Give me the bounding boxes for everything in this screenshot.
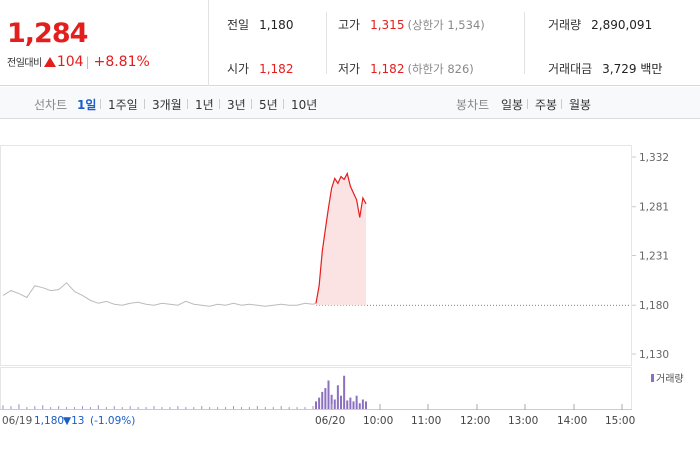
y-tick-label: 1,180: [639, 300, 669, 312]
stat-value: 3,729 백만: [602, 62, 663, 76]
stat-amount: 거래대금 3,729 백만: [548, 60, 662, 77]
stat-prev-close: 전일 1,180: [227, 16, 293, 33]
stat-open: 시가 1,182: [227, 60, 293, 77]
stat-sub: (상한가 1,534): [407, 18, 485, 32]
toolbar-divider: [251, 99, 252, 109]
stat-label: 저가: [338, 62, 361, 76]
weekly-candle-button[interactable]: 주봉: [535, 98, 558, 112]
line-chart-label: 선차트: [34, 98, 68, 112]
monthly-candle-button[interactable]: 월봉: [569, 98, 592, 112]
x-tick-label: 10:00: [363, 415, 393, 427]
stat-volume: 거래량 2,890,091: [548, 16, 652, 33]
prev-day-price-line: [2, 282, 314, 307]
prev-day-date: 06/19: [2, 415, 32, 427]
chart-toolbar: 선차트 1일 1주일 3개월 1년 3년 5년 10년 봉차트 일봉 주봉 월봉: [0, 87, 700, 119]
x-axis-ticks: 06/20 10:00 11:00 12:00 13:00 14:00 15:00: [315, 404, 635, 427]
session-bridge-line: [312, 302, 317, 305]
stats-panel: 전일 1,180 시가 1,182 고가 1,315 (상한가 1,534) 저가 1,1…: [209, 0, 700, 86]
prev-day-change-pct: (-1.09%): [90, 415, 135, 427]
price-box: 1,284 전일대비 104 | +8.81%: [0, 0, 209, 86]
change-divider: |: [85, 55, 90, 69]
stat-label: 전일: [227, 18, 250, 32]
price-chart: 1,332 1,281 1,231 1,180 1,130 06/20 10:00 11:0…: [0, 120, 700, 450]
stat-label: 거래대금: [548, 62, 593, 76]
stat-label: 고가: [338, 18, 361, 32]
x-tick-label: 12:00: [460, 415, 490, 427]
stat-value: 2,890,091: [591, 18, 653, 32]
stat-label: 거래량: [548, 18, 582, 32]
toolbar-divider: [144, 99, 145, 109]
up-triangle-icon: [43, 57, 56, 67]
daily-candle-button[interactable]: 일봉: [501, 98, 524, 112]
volume-legend-swatch: [651, 374, 654, 382]
quote-header: 1,284 전일대비 104 | +8.81% 전일 1,180 시가 1,182 고가 1…: [0, 0, 700, 86]
chart-svg: 1,332 1,281 1,231 1,180 1,130 06/20 10:00 11:0…: [0, 145, 684, 427]
period-1y-button[interactable]: 1년: [195, 98, 214, 112]
change-label: 전일대비: [7, 58, 42, 69]
prev-day-close: 1,180: [34, 415, 64, 427]
y-tick-label: 1,231: [639, 251, 669, 263]
stat-value: 1,180: [259, 18, 294, 32]
stats-divider: [524, 12, 525, 74]
stat-low: 저가 1,182 (하한가 826): [338, 60, 474, 77]
today-price-line: [315, 171, 367, 304]
change-percent: +8.81%: [93, 54, 150, 70]
today-price-area: [316, 173, 366, 306]
y-tick-label: 1,332: [639, 152, 669, 164]
change-row: 전일대비 104 | +8.81%: [7, 54, 150, 70]
toolbar-divider: [527, 99, 528, 109]
prev-day-change: ▼13: [63, 415, 84, 427]
stat-value: 1,182: [370, 62, 405, 76]
stat-value: 1,182: [259, 62, 294, 76]
x-tick-label: 06/20: [315, 415, 345, 427]
current-price: 1,284: [7, 18, 88, 49]
x-tick-label: 15:00: [605, 415, 635, 427]
period-3m-button[interactable]: 3개월: [152, 98, 182, 112]
stat-label: 시가: [227, 62, 250, 76]
toolbar-divider: [187, 99, 188, 109]
y-tick-label: 1,130: [639, 349, 669, 361]
period-3y-button[interactable]: 3년: [227, 98, 246, 112]
period-5y-button[interactable]: 5년: [259, 98, 278, 112]
toolbar-divider: [561, 99, 562, 109]
toolbar-divider: [100, 99, 101, 109]
period-10y-button[interactable]: 10년: [291, 98, 318, 112]
change-value: 104: [56, 54, 84, 70]
x-tick-label: 11:00: [411, 415, 441, 427]
plot-frame: [0, 145, 632, 366]
y-axis-ticks: 1,332 1,281 1,231 1,180 1,130: [632, 152, 669, 361]
stats-divider: [326, 12, 327, 74]
stat-value: 1,315: [370, 18, 405, 32]
price-series: [2, 171, 367, 307]
volume-legend-label: 거래량: [656, 373, 684, 385]
x-tick-label: 13:00: [508, 415, 538, 427]
toolbar-divider: [283, 99, 284, 109]
candle-chart-label: 봉차트: [456, 98, 490, 112]
stat-high: 고가 1,315 (상한가 1,534): [338, 16, 485, 33]
y-tick-label: 1,281: [639, 202, 669, 214]
x-tick-label: 14:00: [557, 415, 587, 427]
volume-bars: [2, 375, 367, 409]
period-1w-button[interactable]: 1주일: [108, 98, 138, 112]
period-1d-button[interactable]: 1일: [77, 98, 97, 112]
toolbar-divider: [219, 99, 220, 109]
stat-sub: (하한가 826): [407, 62, 474, 76]
